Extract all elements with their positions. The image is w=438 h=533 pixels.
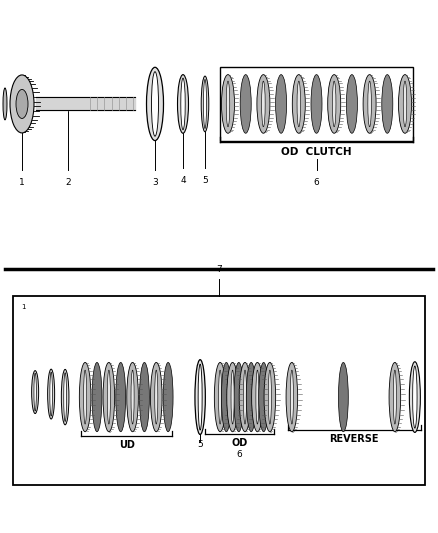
Ellipse shape: [195, 360, 205, 434]
Ellipse shape: [389, 362, 401, 432]
Text: 3: 3: [152, 178, 158, 187]
Ellipse shape: [103, 362, 115, 432]
Ellipse shape: [297, 81, 300, 127]
Ellipse shape: [290, 370, 293, 424]
Text: 2: 2: [66, 178, 71, 187]
Ellipse shape: [226, 81, 230, 127]
Ellipse shape: [201, 76, 209, 132]
Text: 5: 5: [197, 440, 203, 449]
Ellipse shape: [259, 362, 268, 432]
Ellipse shape: [410, 362, 420, 432]
Ellipse shape: [79, 362, 91, 432]
Ellipse shape: [48, 369, 55, 419]
Ellipse shape: [64, 373, 67, 422]
Ellipse shape: [61, 369, 69, 425]
Ellipse shape: [204, 79, 206, 128]
Ellipse shape: [413, 366, 417, 428]
Ellipse shape: [332, 81, 336, 127]
Ellipse shape: [131, 370, 134, 424]
Ellipse shape: [339, 362, 348, 432]
Ellipse shape: [214, 362, 226, 432]
FancyBboxPatch shape: [220, 67, 413, 141]
Ellipse shape: [363, 75, 376, 133]
Ellipse shape: [222, 362, 231, 432]
Ellipse shape: [16, 90, 28, 118]
Ellipse shape: [246, 362, 256, 432]
Ellipse shape: [50, 372, 53, 416]
Ellipse shape: [10, 75, 34, 133]
Ellipse shape: [152, 71, 159, 136]
Ellipse shape: [368, 81, 371, 127]
Ellipse shape: [276, 75, 286, 133]
Ellipse shape: [328, 75, 341, 133]
Ellipse shape: [261, 81, 265, 127]
Text: 6: 6: [314, 178, 319, 187]
Ellipse shape: [181, 78, 185, 130]
Ellipse shape: [286, 362, 298, 432]
Ellipse shape: [257, 75, 270, 133]
Ellipse shape: [219, 370, 222, 424]
Ellipse shape: [198, 364, 202, 430]
Ellipse shape: [403, 81, 407, 127]
Ellipse shape: [177, 75, 188, 133]
Ellipse shape: [92, 362, 102, 432]
Ellipse shape: [292, 75, 305, 133]
Ellipse shape: [127, 362, 138, 432]
Text: 4: 4: [180, 176, 186, 185]
Ellipse shape: [251, 362, 263, 432]
Ellipse shape: [146, 67, 163, 141]
Ellipse shape: [268, 370, 272, 424]
Text: 7: 7: [216, 265, 222, 274]
Text: 1: 1: [19, 178, 25, 187]
Ellipse shape: [239, 362, 251, 432]
Ellipse shape: [163, 362, 173, 432]
Text: OD: OD: [231, 438, 247, 448]
Text: 5: 5: [202, 176, 208, 185]
Text: OD  CLUTCH: OD CLUTCH: [281, 147, 352, 157]
Ellipse shape: [32, 370, 39, 414]
Ellipse shape: [382, 75, 393, 133]
Ellipse shape: [139, 362, 149, 432]
Ellipse shape: [399, 75, 411, 133]
Ellipse shape: [231, 370, 234, 424]
Ellipse shape: [346, 75, 357, 133]
Ellipse shape: [155, 370, 158, 424]
Ellipse shape: [34, 373, 36, 411]
Ellipse shape: [264, 362, 276, 432]
Ellipse shape: [240, 75, 251, 133]
Ellipse shape: [256, 370, 259, 424]
Text: 6: 6: [237, 450, 242, 459]
Ellipse shape: [116, 362, 126, 432]
Ellipse shape: [227, 362, 238, 432]
Ellipse shape: [222, 75, 234, 133]
Ellipse shape: [311, 75, 322, 133]
Text: 1: 1: [21, 304, 26, 310]
Ellipse shape: [3, 88, 7, 120]
Text: REVERSE: REVERSE: [330, 434, 379, 444]
Text: UD: UD: [119, 440, 134, 450]
Ellipse shape: [244, 370, 247, 424]
Ellipse shape: [234, 362, 244, 432]
Ellipse shape: [84, 370, 87, 424]
Ellipse shape: [393, 370, 396, 424]
Ellipse shape: [151, 362, 162, 432]
Ellipse shape: [107, 370, 110, 424]
